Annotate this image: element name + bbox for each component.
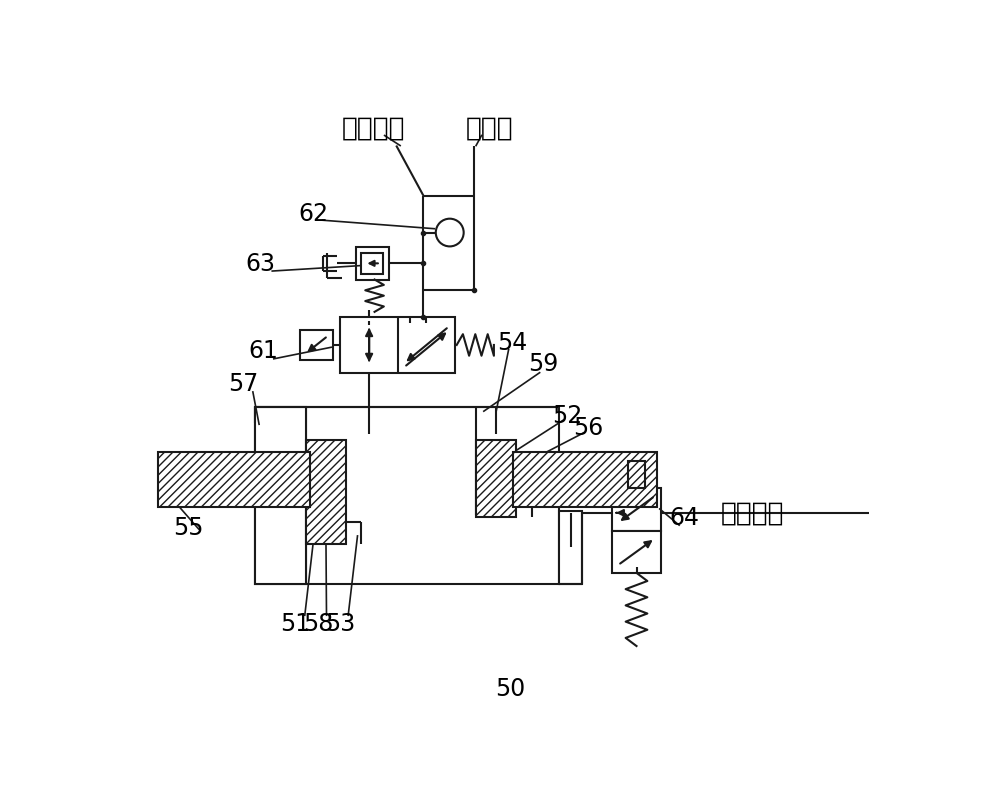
Text: 57: 57 (228, 371, 258, 395)
Bar (255, 408, 306, 585)
Bar (612, 488, 661, 531)
Bar (476, 441, 516, 518)
Text: 59: 59 (528, 352, 559, 376)
Text: 63: 63 (246, 252, 276, 276)
Text: 54: 54 (497, 331, 528, 354)
Text: 61: 61 (248, 338, 278, 362)
Text: 50: 50 (495, 677, 525, 700)
Text: 58: 58 (304, 611, 334, 635)
Bar (340, 318, 455, 373)
Bar (300, 330, 333, 361)
Text: 55: 55 (173, 515, 204, 539)
Text: 回油筱: 回油筱 (465, 116, 513, 141)
Text: 62: 62 (298, 202, 328, 226)
Bar (513, 452, 657, 507)
Text: 52: 52 (552, 404, 582, 427)
Bar (306, 441, 346, 544)
Bar (255, 408, 559, 585)
Bar (158, 452, 310, 507)
Text: 高压气源: 高压气源 (721, 500, 784, 526)
Bar (559, 512, 582, 585)
Text: 64: 64 (670, 506, 700, 530)
Bar (356, 248, 389, 280)
Bar (361, 253, 383, 275)
Text: 56: 56 (573, 415, 604, 439)
Bar (628, 462, 645, 488)
Text: 51: 51 (280, 611, 311, 635)
Text: 高压油源: 高压油源 (341, 116, 405, 141)
Text: 53: 53 (325, 611, 356, 635)
Bar (612, 531, 661, 573)
